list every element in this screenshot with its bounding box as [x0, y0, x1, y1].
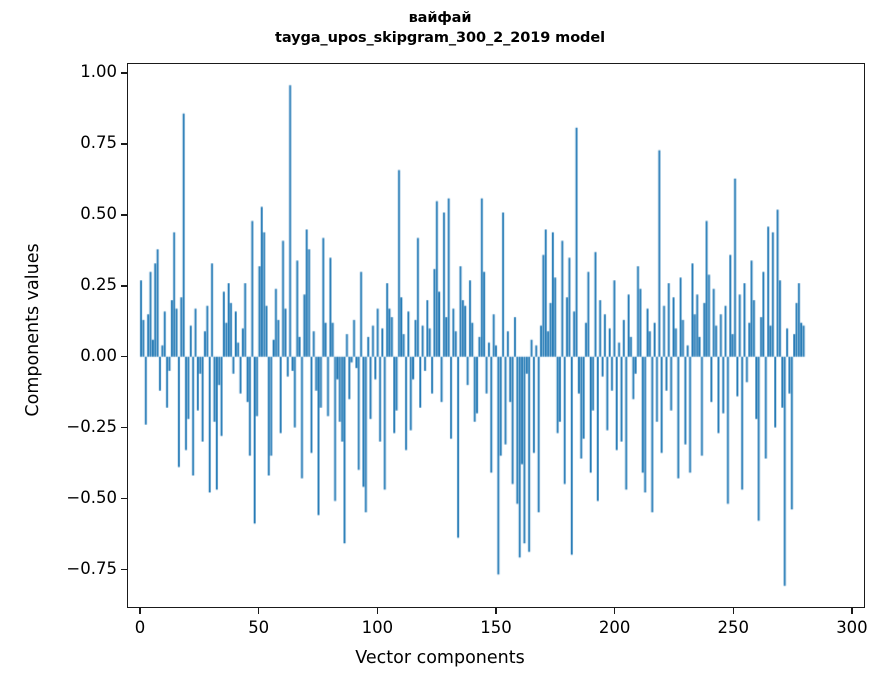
y-tick-mark: [121, 498, 127, 500]
x-tick-mark: [613, 608, 616, 614]
y-tick-label: 0.75: [80, 132, 117, 152]
y-tick-mark: [121, 214, 127, 216]
y-tick-label: −0.25: [66, 416, 117, 436]
y-tick-label: −0.75: [66, 558, 117, 578]
x-tick-label: 150: [480, 618, 512, 637]
x-tick-label: 50: [248, 618, 270, 637]
chart-title: вайфай tayga_upos_skipgram_300_2_2019 mo…: [0, 8, 880, 48]
y-tick-mark: [121, 143, 127, 145]
x-axis-label: Vector components: [355, 648, 525, 668]
y-tick-label: −0.50: [66, 487, 117, 507]
x-tick-label: 100: [361, 618, 394, 637]
x-tick-mark: [851, 608, 853, 614]
y-tick-mark: [121, 356, 127, 358]
x-tick-label: 250: [717, 618, 750, 637]
y-tick-label: 0.00: [80, 345, 117, 365]
x-tick-mark: [258, 608, 260, 614]
y-tick-mark: [121, 72, 127, 74]
bar-series-canvas: [128, 64, 864, 607]
y-tick-label: 0.25: [80, 274, 117, 294]
chart-title-line-2: tayga_upos_skipgram_300_2_2019 model: [275, 30, 605, 46]
x-tick-label: 300: [836, 618, 868, 637]
y-axis-label: Components values: [23, 243, 43, 417]
plot-area: [127, 63, 865, 608]
x-tick-mark: [495, 608, 497, 614]
x-tick-label: 0: [134, 618, 146, 637]
y-tick-mark: [121, 285, 127, 287]
x-tick-mark: [732, 608, 734, 614]
y-tick-label: 1.00: [80, 61, 117, 81]
y-tick-label: 0.50: [80, 203, 117, 223]
y-tick-mark: [121, 427, 127, 429]
x-tick-label: 200: [598, 618, 631, 637]
x-tick-mark: [376, 608, 379, 614]
x-tick-mark: [139, 608, 141, 614]
y-tick-mark: [121, 568, 127, 571]
chart-title-line-1: вайфай: [408, 10, 472, 26]
